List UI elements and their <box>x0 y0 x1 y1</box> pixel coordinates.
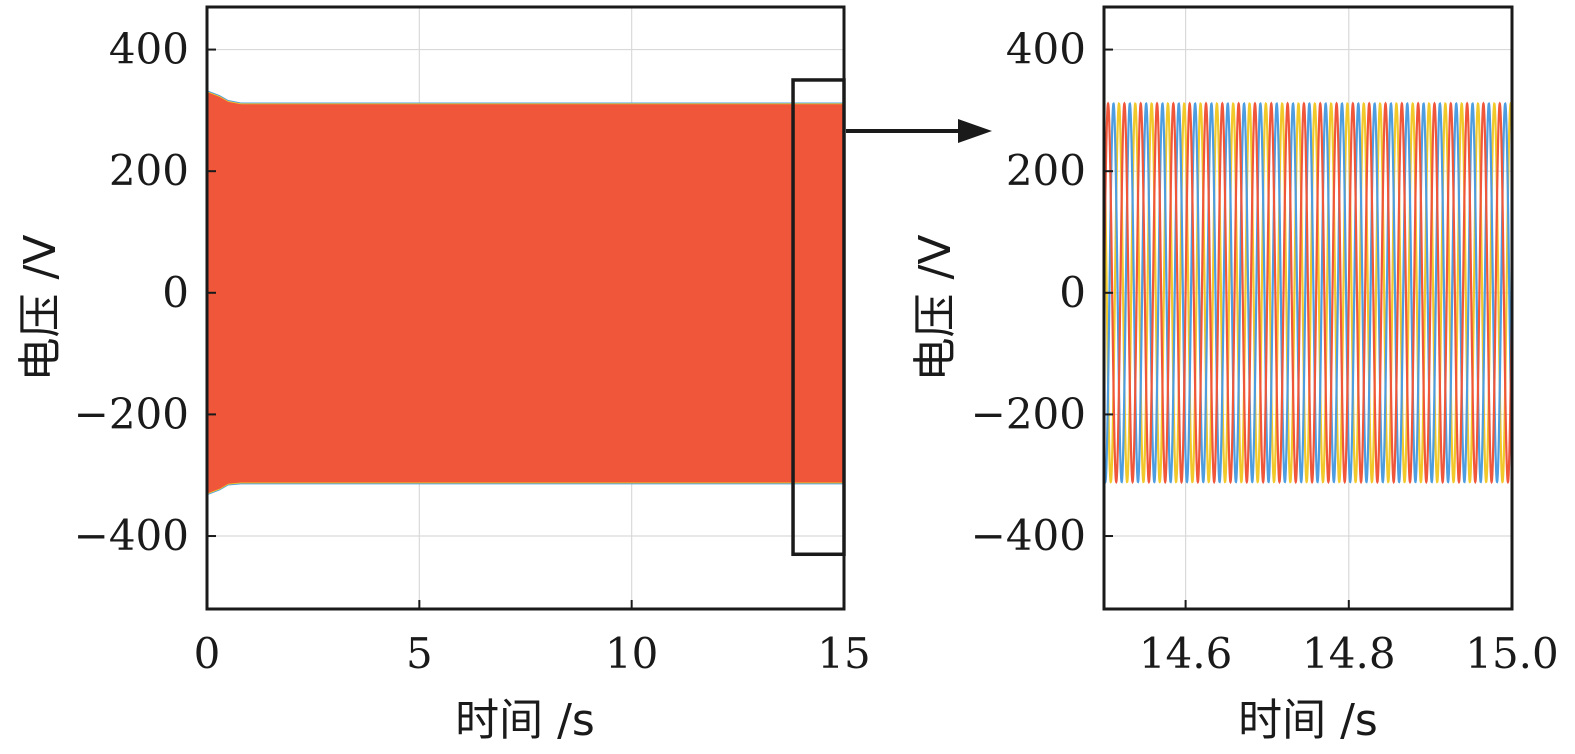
right-y-axis-label: 电压 /V <box>910 235 961 382</box>
left-x-tick-label: 10 <box>605 629 658 678</box>
right-chart: 400 200 0 −200 −400 14.6 14.8 15.0 时间 /s 电压 /V <box>910 5 1559 746</box>
right-y-tick-label: 0 <box>1059 268 1086 317</box>
right-x-tick-label: 15.0 <box>1465 629 1559 678</box>
right-x-axis-label: 时间 /s <box>1238 695 1378 746</box>
left-x-axis-label: 时间 /s <box>455 695 595 746</box>
right-x-tick-label: 14.6 <box>1139 629 1233 678</box>
left-ticks: 400 200 0 −200 −400 0 5 10 15 <box>74 25 871 678</box>
left-phase-a-band <box>207 92 844 494</box>
right-ticks: 400 200 0 −200 −400 14.6 14.8 15.0 <box>971 25 1559 678</box>
left-x-tick-label: 0 <box>194 629 221 678</box>
right-y-tick-label: 400 <box>1006 25 1086 74</box>
zoom-arrow <box>846 119 992 143</box>
right-x-tick-label: 14.8 <box>1302 629 1396 678</box>
right-y-tick-label: −200 <box>971 389 1086 438</box>
left-y-tick-label: 200 <box>109 146 189 195</box>
right-phase-a-line <box>1104 101 1512 485</box>
left-y-axis-label: 电压 /V <box>15 235 66 382</box>
right-y-tick-label: 200 <box>1006 146 1086 195</box>
right-phase-b-line <box>1104 102 1512 484</box>
right-data <box>1104 101 1512 485</box>
left-y-tick-label: −200 <box>74 389 189 438</box>
right-phase-c-line <box>1104 102 1512 484</box>
right-plot-frame <box>1102 5 1514 611</box>
zoom-box <box>791 78 846 557</box>
left-y-tick-label: −400 <box>74 511 189 560</box>
zoom-arrowhead <box>958 119 992 143</box>
left-y-tick-label: 400 <box>109 25 189 74</box>
left-y-tick-label: 0 <box>162 268 189 317</box>
left-x-tick-label: 15 <box>817 629 870 678</box>
left-x-tick-label: 5 <box>406 629 433 678</box>
left-data <box>207 90 844 496</box>
left-chart: 400 200 0 −200 −400 0 5 10 15 时间 /s 电压 /V <box>15 5 871 746</box>
right-y-tick-label: −400 <box>971 511 1086 560</box>
